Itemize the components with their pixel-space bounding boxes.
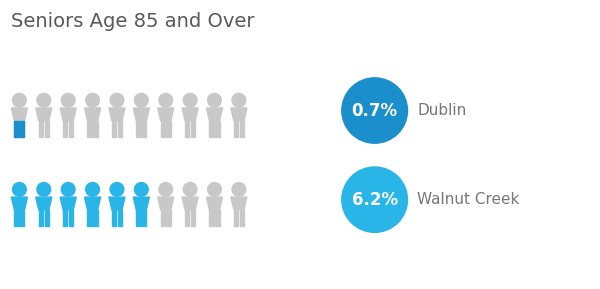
Polygon shape <box>39 121 43 137</box>
Circle shape <box>134 93 148 107</box>
Polygon shape <box>206 108 223 121</box>
Polygon shape <box>191 210 195 226</box>
Polygon shape <box>69 210 73 226</box>
Polygon shape <box>20 121 25 137</box>
Polygon shape <box>88 121 92 137</box>
Polygon shape <box>166 121 171 137</box>
Polygon shape <box>85 197 101 210</box>
Circle shape <box>61 183 75 196</box>
Polygon shape <box>215 210 220 226</box>
Polygon shape <box>60 197 76 210</box>
Circle shape <box>159 93 173 107</box>
Polygon shape <box>161 210 165 226</box>
Polygon shape <box>231 197 247 210</box>
Polygon shape <box>185 121 190 137</box>
Circle shape <box>342 78 407 143</box>
Polygon shape <box>14 121 19 137</box>
Circle shape <box>110 183 124 196</box>
Text: Seniors Age 85 and Over: Seniors Age 85 and Over <box>11 12 255 31</box>
Polygon shape <box>44 210 49 226</box>
Circle shape <box>86 93 100 107</box>
Polygon shape <box>231 108 247 121</box>
Polygon shape <box>142 210 146 226</box>
Circle shape <box>110 93 124 107</box>
Text: 6.2%: 6.2% <box>352 191 398 209</box>
Polygon shape <box>112 121 116 137</box>
Polygon shape <box>109 197 125 210</box>
Polygon shape <box>209 121 214 137</box>
Polygon shape <box>133 108 149 121</box>
Polygon shape <box>158 197 174 210</box>
Polygon shape <box>161 121 165 137</box>
Polygon shape <box>112 210 116 226</box>
Polygon shape <box>234 121 238 137</box>
Polygon shape <box>166 210 171 226</box>
Polygon shape <box>182 197 198 210</box>
Polygon shape <box>118 121 122 137</box>
Polygon shape <box>93 121 98 137</box>
Circle shape <box>37 93 50 107</box>
Circle shape <box>342 167 407 232</box>
Polygon shape <box>85 108 101 121</box>
Polygon shape <box>136 210 140 226</box>
Polygon shape <box>239 210 244 226</box>
Polygon shape <box>88 210 92 226</box>
Polygon shape <box>215 121 220 137</box>
Polygon shape <box>109 108 125 121</box>
Circle shape <box>37 183 50 196</box>
Circle shape <box>208 93 221 107</box>
Circle shape <box>183 183 197 196</box>
Polygon shape <box>191 121 195 137</box>
Text: Dublin: Dublin <box>418 103 467 118</box>
Text: Walnut Creek: Walnut Creek <box>418 192 520 207</box>
Polygon shape <box>60 108 76 121</box>
Polygon shape <box>20 210 25 226</box>
Polygon shape <box>36 108 52 121</box>
Polygon shape <box>93 210 98 226</box>
Polygon shape <box>39 210 43 226</box>
Polygon shape <box>118 210 122 226</box>
Circle shape <box>13 93 26 107</box>
Polygon shape <box>185 210 190 226</box>
Polygon shape <box>36 197 52 210</box>
Circle shape <box>61 93 75 107</box>
Polygon shape <box>136 121 140 137</box>
Polygon shape <box>239 121 244 137</box>
Polygon shape <box>11 108 28 121</box>
Circle shape <box>232 183 246 196</box>
Circle shape <box>232 93 246 107</box>
Polygon shape <box>133 197 149 210</box>
Polygon shape <box>11 197 28 210</box>
Polygon shape <box>142 121 146 137</box>
Polygon shape <box>44 121 49 137</box>
Polygon shape <box>14 121 19 137</box>
Polygon shape <box>234 210 238 226</box>
Polygon shape <box>20 121 25 137</box>
Circle shape <box>134 183 148 196</box>
Polygon shape <box>209 210 214 226</box>
Polygon shape <box>206 197 223 210</box>
Polygon shape <box>14 210 19 226</box>
Polygon shape <box>63 121 67 137</box>
Circle shape <box>159 183 173 196</box>
Circle shape <box>208 183 221 196</box>
Circle shape <box>183 93 197 107</box>
Polygon shape <box>63 210 67 226</box>
Circle shape <box>13 183 26 196</box>
Circle shape <box>86 183 100 196</box>
Polygon shape <box>69 121 73 137</box>
Text: 0.7%: 0.7% <box>352 101 398 120</box>
Polygon shape <box>158 108 174 121</box>
Polygon shape <box>182 108 198 121</box>
